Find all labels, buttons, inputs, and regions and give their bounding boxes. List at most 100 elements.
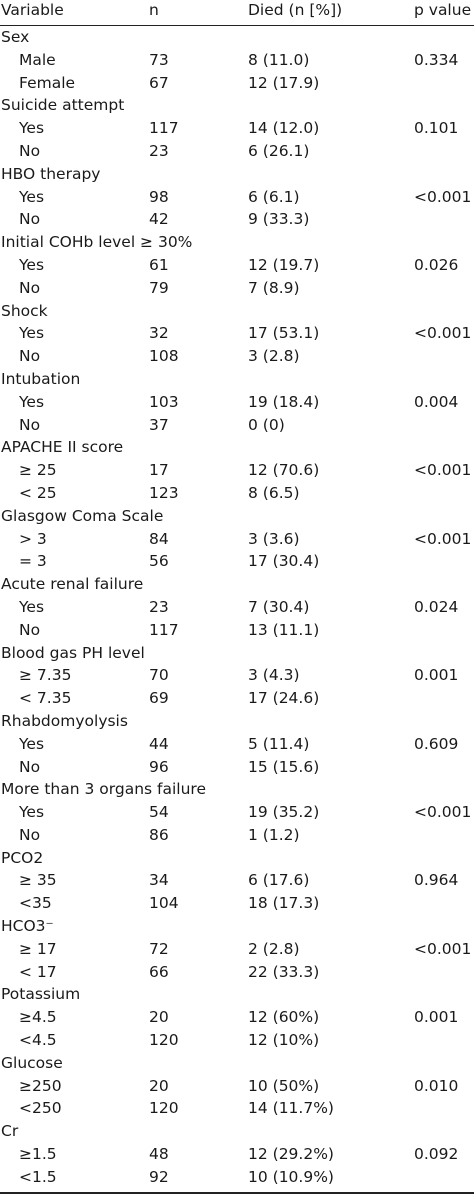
- group-label: Glucose: [1, 1053, 63, 1072]
- table-row: ≥ 35 34 6 (17.6) 0.964: [0, 869, 474, 892]
- n-cell: 69: [149, 689, 169, 708]
- p-value-cell: 0.010: [414, 1076, 459, 1095]
- group-label: PCO2: [1, 848, 44, 867]
- died-cell: 7 (30.4): [248, 597, 310, 616]
- died-cell: 18 (17.3): [248, 894, 320, 913]
- table-row: <4.5 120 12 (10%): [0, 1029, 474, 1052]
- row-label: No: [19, 757, 41, 776]
- n-cell: 70: [149, 666, 169, 685]
- table-row: No 42 9 (33.3): [0, 208, 474, 231]
- group-label: Rhabdomyolysis: [1, 711, 128, 730]
- p-value-cell: 0.001: [414, 1008, 459, 1027]
- p-value-cell: 0.024: [414, 597, 459, 616]
- table-row: No 37 0 (0): [0, 414, 474, 437]
- header-died: Died (n [%]): [248, 1, 343, 19]
- died-cell: 1 (1.2): [248, 825, 300, 844]
- table-row: ≥ 7.35 70 3 (4.3) 0.001: [0, 664, 474, 687]
- group-label: Sex: [1, 28, 30, 46]
- table-row: <1.5 92 10 (10.9%): [0, 1166, 474, 1189]
- table-row: < 7.35 69 17 (24.6): [0, 687, 474, 710]
- group-heading-row: Potassium: [0, 983, 474, 1006]
- died-cell: 12 (60%): [248, 1008, 320, 1027]
- row-label: Male: [19, 50, 56, 69]
- group-label: APACHE II score: [1, 438, 124, 457]
- row-label: <1.5: [19, 1167, 57, 1186]
- row-label: No: [19, 210, 41, 229]
- header-n: n: [149, 1, 159, 19]
- row-label: Yes: [19, 597, 45, 616]
- n-cell: 117: [149, 119, 179, 138]
- group-heading-row: Sex: [0, 26, 474, 49]
- died-cell: 19 (18.4): [248, 392, 320, 411]
- n-cell: 123: [149, 483, 179, 502]
- row-label: No: [19, 278, 41, 297]
- n-cell: 23: [149, 597, 169, 616]
- group-heading-row: Shock: [0, 300, 474, 323]
- p-value-cell: <0.001: [414, 187, 472, 206]
- table-row: Female 67 12 (17.9): [0, 72, 474, 95]
- n-cell: 56: [149, 552, 169, 571]
- table-row: No 117 13 (11.1): [0, 619, 474, 642]
- died-cell: 8 (11.0): [248, 50, 310, 69]
- table-row: Yes 61 12 (19.7) 0.026: [0, 254, 474, 277]
- group-label: HBO therapy: [1, 164, 101, 183]
- row-label: <250: [19, 1099, 62, 1118]
- died-cell: 12 (10%): [248, 1031, 320, 1050]
- row-label: No: [19, 825, 41, 844]
- row-label: Yes: [19, 324, 45, 343]
- header-variable: Variable: [1, 1, 64, 19]
- died-cell: 17 (53.1): [248, 324, 320, 343]
- row-label: Yes: [19, 119, 45, 138]
- group-heading-row: Acute renal failure: [0, 573, 474, 596]
- n-cell: 104: [149, 894, 179, 913]
- n-cell: 61: [149, 255, 169, 274]
- row-label: ≥4.5: [19, 1008, 57, 1027]
- died-cell: 17 (24.6): [248, 689, 320, 708]
- died-cell: 0 (0): [248, 415, 285, 434]
- died-cell: 3 (3.6): [248, 529, 300, 548]
- group-heading-row: More than 3 organs failure: [0, 778, 474, 801]
- n-cell: 42: [149, 210, 169, 229]
- p-value-cell: 0.334: [414, 50, 459, 69]
- row-label: ≥ 7.35: [19, 666, 72, 685]
- group-heading-row: Glucose: [0, 1052, 474, 1075]
- table-row: < 17 66 22 (33.3): [0, 961, 474, 984]
- n-cell: 92: [149, 1167, 169, 1186]
- n-cell: 54: [149, 803, 169, 822]
- p-value-cell: 0.092: [414, 1145, 459, 1164]
- table-row: = 3 56 17 (30.4): [0, 550, 474, 573]
- died-cell: 7 (8.9): [248, 278, 300, 297]
- n-cell: 108: [149, 347, 179, 366]
- p-value-cell: 0.609: [414, 734, 459, 753]
- n-cell: 66: [149, 962, 169, 981]
- died-cell: 6 (17.6): [248, 871, 310, 890]
- table-row: No 79 7 (8.9): [0, 277, 474, 300]
- died-cell: 12 (19.7): [248, 255, 320, 274]
- died-cell: 5 (11.4): [248, 734, 310, 753]
- row-label: ≥1.5: [19, 1145, 57, 1164]
- group-heading-row: Glasgow Coma Scale: [0, 505, 474, 528]
- group-label: Potassium: [1, 985, 81, 1004]
- table-row: ≥250 20 10 (50%) 0.010: [0, 1075, 474, 1098]
- row-label: Yes: [19, 734, 45, 753]
- table-row: ≥ 25 17 12 (70.6) <0.001: [0, 459, 474, 482]
- died-cell: 13 (11.1): [248, 620, 320, 639]
- n-cell: 20: [149, 1076, 169, 1095]
- n-cell: 44: [149, 734, 169, 753]
- table-row: ≥1.5 48 12 (29.2%) 0.092: [0, 1143, 474, 1166]
- n-cell: 117: [149, 620, 179, 639]
- group-label: Blood gas PH level: [1, 643, 145, 662]
- died-cell: 14 (12.0): [248, 119, 320, 138]
- p-value-cell: <0.001: [414, 324, 472, 343]
- n-cell: 98: [149, 187, 169, 206]
- died-cell: 6 (26.1): [248, 141, 310, 160]
- died-cell: 3 (4.3): [248, 666, 300, 685]
- p-value-cell: 0.001: [414, 666, 459, 685]
- p-value-cell: 0.964: [414, 871, 459, 890]
- table-row: Yes 98 6 (6.1) <0.001: [0, 186, 474, 209]
- n-cell: 103: [149, 392, 179, 411]
- died-cell: 10 (50%): [248, 1076, 320, 1095]
- n-cell: 84: [149, 529, 169, 548]
- group-heading-row: Cr: [0, 1120, 474, 1143]
